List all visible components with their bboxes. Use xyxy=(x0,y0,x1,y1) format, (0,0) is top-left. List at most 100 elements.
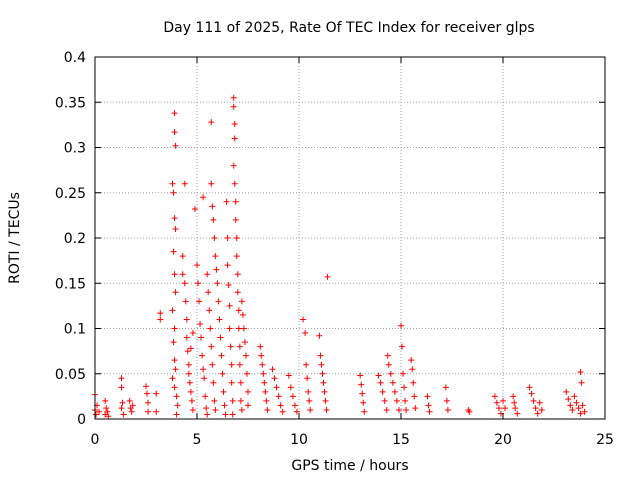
data-point xyxy=(170,339,177,346)
data-point xyxy=(184,348,191,355)
data-point xyxy=(236,361,243,368)
data-point xyxy=(412,405,419,412)
data-point xyxy=(235,307,242,314)
data-point xyxy=(316,332,323,339)
data-point xyxy=(273,384,280,391)
data-point xyxy=(233,253,240,260)
data-point xyxy=(206,307,213,314)
data-point xyxy=(229,397,236,404)
data-point xyxy=(231,120,238,127)
data-point xyxy=(171,271,178,278)
data-point xyxy=(195,280,202,287)
data-point xyxy=(359,390,366,397)
data-point xyxy=(212,406,219,413)
data-point xyxy=(233,235,240,241)
data-point xyxy=(171,215,178,222)
data-point xyxy=(213,266,220,273)
data-point xyxy=(528,390,535,397)
data-point xyxy=(263,397,270,404)
data-point xyxy=(426,408,433,415)
data-point xyxy=(443,397,450,404)
data-point xyxy=(259,361,266,368)
data-point xyxy=(234,271,241,278)
data-point xyxy=(224,235,231,241)
data-point xyxy=(204,411,211,418)
data-point xyxy=(305,388,312,395)
data-point xyxy=(196,298,203,305)
data-point xyxy=(409,366,416,373)
data-point xyxy=(530,397,537,404)
data-point xyxy=(203,405,210,412)
y-tick-label: 0.25 xyxy=(55,186,86,202)
x-tick-label: 15 xyxy=(392,432,410,448)
data-point xyxy=(277,402,284,409)
data-point xyxy=(208,180,215,187)
data-point xyxy=(197,320,204,327)
data-point xyxy=(401,384,408,391)
data-point xyxy=(172,142,179,149)
data-point xyxy=(400,370,407,377)
ticks-layer: 0 5 10 15 20 25 0 0.05 0.1 0.15 0.2 0.25 0.3 0.35 0.4 xyxy=(55,50,614,448)
x-tick-label: 20 xyxy=(494,432,512,448)
data-point xyxy=(172,225,179,232)
data-point xyxy=(157,316,164,323)
data-point xyxy=(118,384,125,391)
x-tick-label: 0 xyxy=(91,432,100,448)
data-point xyxy=(224,262,231,269)
data-point xyxy=(212,253,219,260)
data-point xyxy=(289,393,296,400)
data-point xyxy=(569,406,576,413)
data-point xyxy=(361,408,368,415)
data-point xyxy=(145,399,152,406)
data-point xyxy=(232,216,239,223)
data-point xyxy=(385,361,392,368)
data-point xyxy=(171,325,178,332)
data-point xyxy=(319,370,326,377)
grid-layer xyxy=(95,57,605,419)
data-point xyxy=(153,390,160,397)
data-point xyxy=(93,411,100,418)
data-point xyxy=(514,410,521,417)
chart-title: Day 111 of 2025, Rate Of TEC Index for r… xyxy=(163,20,534,36)
data-point xyxy=(230,94,237,101)
data-point xyxy=(200,194,207,201)
data-point xyxy=(181,180,188,187)
data-point xyxy=(306,397,313,404)
data-point xyxy=(536,399,543,406)
data-point xyxy=(379,388,386,395)
data-point xyxy=(207,325,214,332)
data-points-layer xyxy=(92,94,588,420)
data-point xyxy=(169,307,176,314)
data-point xyxy=(511,399,518,406)
data-point xyxy=(189,406,196,413)
data-point xyxy=(239,311,246,318)
data-point xyxy=(120,411,127,418)
data-point xyxy=(573,399,580,406)
data-point xyxy=(491,393,498,400)
data-point xyxy=(563,388,570,395)
data-point xyxy=(402,397,409,404)
data-point xyxy=(198,334,205,341)
data-point xyxy=(220,388,227,395)
data-point xyxy=(512,405,519,412)
data-point xyxy=(579,402,586,409)
data-point xyxy=(532,405,539,412)
data-point xyxy=(232,198,239,205)
data-point xyxy=(171,129,178,136)
data-point xyxy=(187,345,194,352)
data-point xyxy=(242,352,249,359)
data-point xyxy=(221,402,228,409)
data-point xyxy=(199,352,206,359)
data-point xyxy=(171,384,178,391)
data-point xyxy=(500,397,506,404)
data-point xyxy=(200,366,207,373)
data-point xyxy=(157,310,164,317)
data-point xyxy=(526,384,533,391)
data-point xyxy=(389,379,396,386)
data-point xyxy=(324,273,331,280)
data-point xyxy=(571,393,578,400)
data-point xyxy=(357,372,364,379)
data-point xyxy=(408,357,415,364)
data-point xyxy=(230,162,237,169)
